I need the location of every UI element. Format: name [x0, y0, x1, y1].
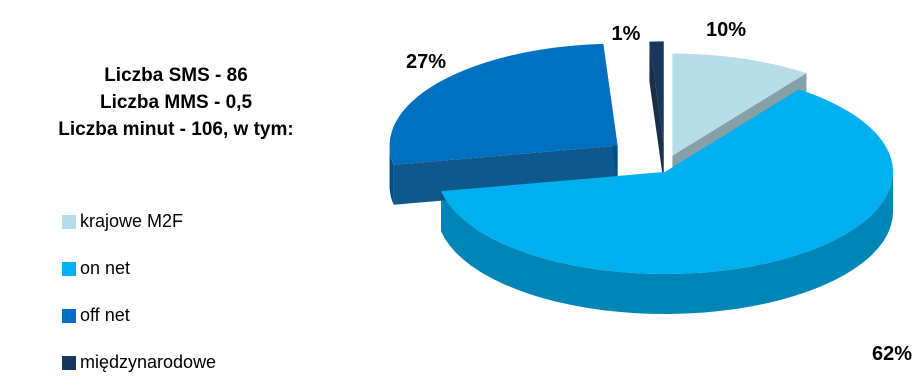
legend-item-off-net: off net — [62, 292, 216, 339]
mms-count-line: Liczba MMS - 0,5 — [99, 92, 253, 113]
pie-cut-miedzynarodowe — [649, 41, 664, 184]
headline: Liczba SMS - 86 Liczba MMS - 0,5 Liczba … — [0, 62, 352, 143]
legend-item-krajowe-m2f: krajowe M2F — [62, 198, 216, 245]
legend-swatch — [62, 308, 76, 323]
pie-side-on-net — [441, 172, 893, 314]
pie-slice-on-net — [441, 89, 894, 275]
legend-label: on net — [80, 258, 131, 278]
minutes-count-line: Liczba minut - 106, w tym: — [58, 119, 294, 140]
legend-label: międzynarodowe — [80, 352, 217, 372]
pie-slice-miedzynarodowe — [649, 41, 664, 144]
sms-count-line: Liczba SMS - 86 — [104, 65, 248, 86]
pie-labels: 10% 62% 27% 1% — [406, 19, 912, 365]
legend-item-miedzynarodowe: międzynarodowe — [62, 339, 216, 386]
legend-swatch — [62, 261, 76, 276]
pie-label-miedzynarodowe: 1% — [612, 23, 641, 45]
pie-top-faces — [389, 41, 894, 275]
pie-slice-krajowe-m2f — [672, 53, 807, 156]
pie-slice-off-net — [389, 43, 618, 165]
pie-chart: 10% 62% 27% 1% — [389, 19, 912, 365]
legend-label: off net — [80, 305, 130, 325]
pie-side-off-net — [389, 145, 394, 205]
legend-item-on-net: on net — [62, 245, 216, 292]
pie-label-krajowe-m2f: 10% — [706, 19, 746, 41]
chart-legend: krajowe M2F on net off net międzynarodow… — [62, 198, 216, 386]
pie-label-on-net: 62% — [872, 343, 912, 365]
legend-swatch — [62, 214, 76, 229]
pie-label-off-net: 27% — [406, 51, 446, 73]
legend-label: krajowe M2F — [80, 211, 184, 231]
legend-swatch — [62, 355, 76, 370]
